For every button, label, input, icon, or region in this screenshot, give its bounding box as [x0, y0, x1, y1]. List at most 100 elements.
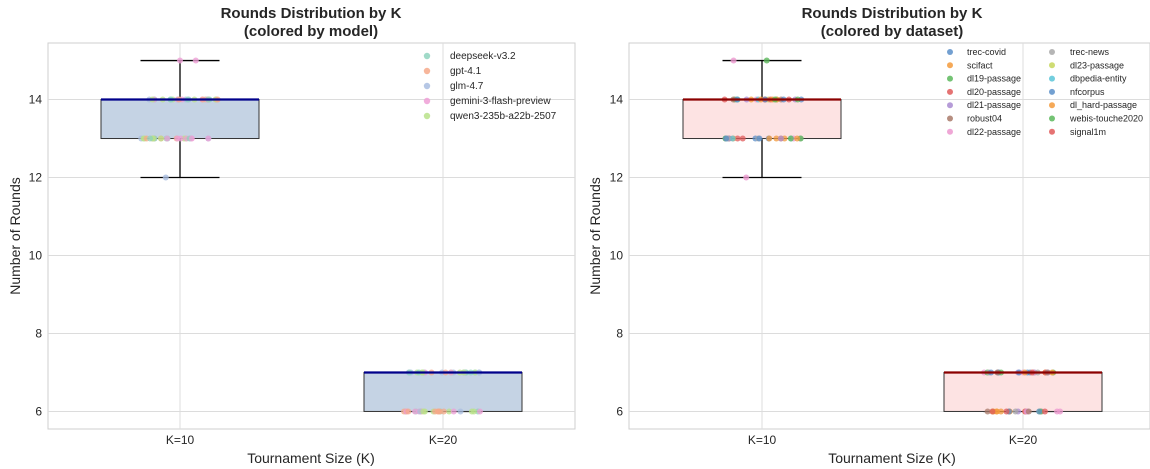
legend-marker	[947, 75, 953, 82]
data-point	[450, 408, 457, 415]
data-point	[205, 135, 212, 142]
legend-marker	[947, 128, 953, 135]
legend-marker	[423, 97, 431, 105]
data-point	[1036, 408, 1043, 415]
data-point	[446, 408, 453, 415]
data-point	[411, 408, 418, 415]
y-tick-label: 6	[616, 404, 623, 418]
data-point	[405, 408, 412, 415]
chart-title: Rounds Distribution by K	[802, 5, 983, 22]
legend-marker	[947, 88, 953, 95]
legend-marker	[1049, 128, 1055, 135]
box	[363, 371, 523, 412]
legend-label: gemini-3-flash-preview	[450, 96, 551, 107]
plot-area: 6 8 10 12 14 K=10 K=20 deepseek-v3.2 gpt-4.1 glm-…	[29, 42, 576, 447]
legend-label: nfcorpus	[1070, 87, 1105, 97]
legend-label: deepseek-v3.2	[450, 51, 516, 62]
data-point	[787, 135, 794, 142]
legend-label: dl21-passage	[967, 100, 1021, 110]
data-point	[1041, 408, 1048, 415]
legend-label: glm-4.7	[450, 81, 484, 92]
legend-marker	[1049, 49, 1055, 55]
data-point	[777, 135, 784, 142]
legend-label: dl_hard-passage	[1070, 100, 1137, 110]
legend-label: webis-touche2020	[1069, 114, 1143, 124]
data-point	[177, 57, 183, 64]
data-point	[756, 135, 763, 142]
legend-label: dl23-passage	[1070, 60, 1124, 70]
legend-label: signal1m	[1070, 127, 1106, 137]
y-tick-label: 14	[29, 93, 43, 107]
chart-subtitle: (colored by dataset)	[821, 23, 964, 40]
data-point	[729, 135, 736, 142]
data-point	[1025, 408, 1032, 415]
data-point	[420, 408, 427, 415]
data-point	[164, 135, 171, 142]
y-tick-label: 12	[29, 171, 43, 185]
legend-label: scifact	[967, 60, 993, 70]
legend-label: qwen3-235b-a22b-2507	[450, 111, 557, 122]
legend-label: dl19-passage	[967, 74, 1021, 84]
data-point	[723, 135, 730, 142]
data-point	[773, 135, 780, 142]
data-point	[989, 408, 996, 415]
box	[682, 99, 842, 140]
legend-label: trec-news	[1070, 47, 1110, 57]
chart-right: Rounds Distribution by K (colored by dat…	[587, 5, 1150, 466]
legend-marker	[947, 62, 953, 69]
legend-marker	[947, 102, 953, 109]
legend-marker	[1049, 102, 1055, 109]
data-point	[188, 135, 195, 142]
data-point	[997, 408, 1004, 415]
data-point	[147, 135, 154, 142]
data-point	[743, 174, 750, 181]
data-point	[1057, 408, 1064, 415]
data-point	[739, 135, 746, 142]
legend-marker	[423, 112, 431, 120]
legend-marker	[1049, 88, 1055, 95]
legend-label: dbpedia-entity	[1070, 74, 1127, 84]
data-point	[1012, 408, 1019, 415]
legend-label: gpt-4.1	[450, 66, 482, 77]
data-point	[470, 408, 477, 415]
y-tick-label: 8	[616, 326, 623, 340]
x-axis-label: Tournament Size (K)	[247, 450, 375, 466]
data-point	[457, 408, 464, 415]
legend-marker	[1049, 62, 1055, 69]
x-tick-label: K=20	[429, 433, 458, 447]
legend-marker	[423, 67, 431, 75]
chart-subtitle: (colored by model)	[244, 23, 378, 40]
legend-label: dl20-passage	[967, 87, 1021, 97]
data-point	[1003, 408, 1010, 415]
box	[100, 99, 260, 140]
data-point	[432, 408, 439, 415]
chart-title: Rounds Distribution by K	[221, 5, 402, 22]
plot-area: 6 8 10 12 14 K=10 K=20 trec-covid scifact dl19-pa…	[610, 42, 1150, 447]
data-point	[734, 135, 741, 142]
data-point	[174, 135, 181, 142]
box	[943, 371, 1103, 412]
x-tick-label: K=20	[1009, 433, 1038, 447]
legend-marker	[423, 52, 431, 60]
data-point	[440, 408, 447, 415]
y-tick-label: 10	[610, 248, 624, 262]
x-tick-label: K=10	[166, 433, 195, 447]
y-tick-label: 6	[35, 404, 42, 418]
data-point	[984, 408, 991, 415]
legend-marker	[947, 115, 953, 122]
data-point	[158, 135, 165, 142]
legend-marker	[947, 49, 953, 55]
x-axis-label: Tournament Size (K)	[828, 450, 956, 466]
y-tick-label: 14	[610, 93, 624, 107]
data-point	[763, 57, 770, 64]
y-axis-label: Number of Rounds	[587, 177, 603, 295]
y-axis-label: Number of Rounds	[7, 177, 23, 295]
legend-marker	[1049, 115, 1055, 122]
y-tick-label: 8	[35, 326, 42, 340]
legend-marker	[423, 82, 431, 90]
data-point	[766, 135, 773, 142]
legend-label: trec-covid	[967, 47, 1006, 57]
x-tick-label: K=10	[748, 433, 777, 447]
legend-marker	[1049, 75, 1055, 82]
